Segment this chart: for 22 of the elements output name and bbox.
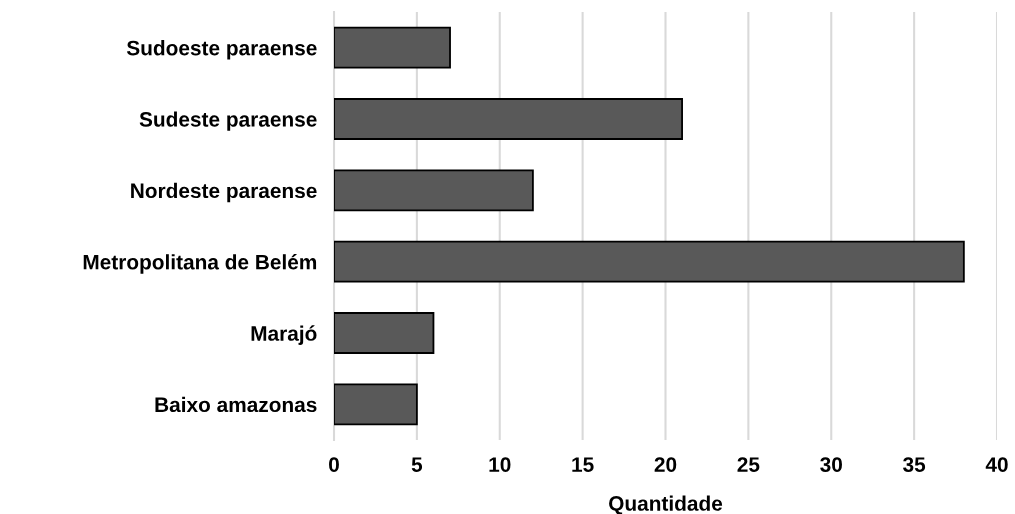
y-tick-label: Baixo amazonas bbox=[155, 396, 317, 413]
y-tick-label: Sudeste paraense bbox=[139, 111, 317, 131]
x-tick-label: 10 bbox=[489, 457, 511, 472]
bar bbox=[334, 26, 451, 69]
bar bbox=[334, 98, 683, 140]
x-tick-label: 0 bbox=[329, 457, 339, 472]
x-axis-title: Quantidade bbox=[609, 495, 723, 514]
y-tick-label: Metropolitana de Belém bbox=[83, 254, 317, 274]
x-tick-label: 25 bbox=[737, 457, 760, 472]
bar bbox=[334, 240, 965, 283]
x-tick-label: 35 bbox=[903, 457, 926, 472]
x-tick-label: 40 bbox=[985, 457, 1008, 472]
y-tick-label: Nordeste paraense bbox=[131, 182, 317, 203]
bar bbox=[334, 383, 418, 426]
x-tick-label: 20 bbox=[654, 457, 677, 472]
x-tick-label: 15 bbox=[572, 457, 594, 472]
y-tick-label: Sudoeste paraense bbox=[126, 40, 317, 60]
x-tick-label: 30 bbox=[820, 457, 842, 472]
x-tick-label: 5 bbox=[411, 457, 423, 472]
bar bbox=[334, 312, 435, 354]
y-tick-label: Marajó bbox=[251, 325, 317, 345]
bar bbox=[334, 169, 534, 212]
